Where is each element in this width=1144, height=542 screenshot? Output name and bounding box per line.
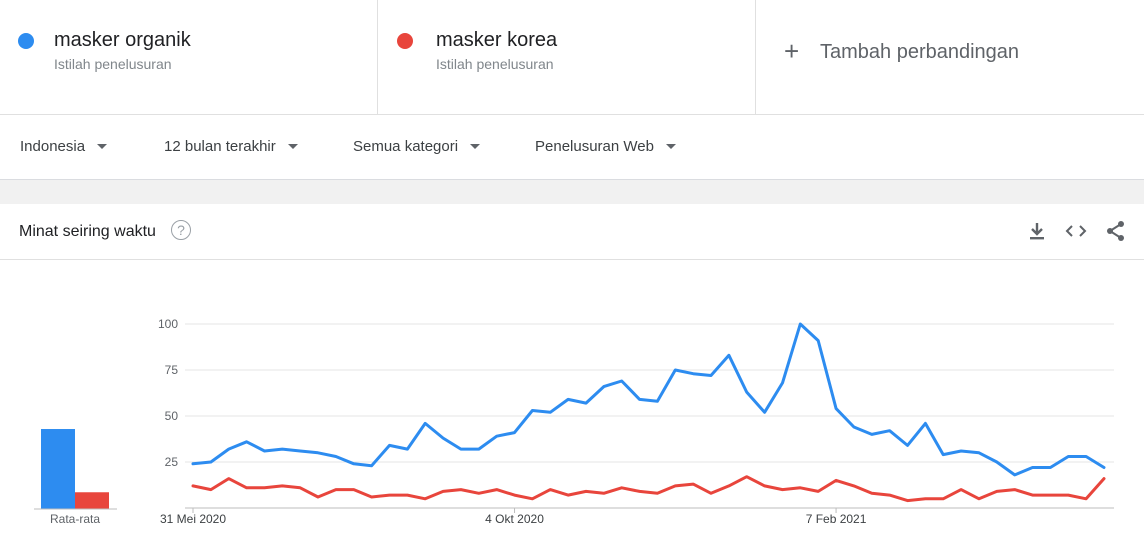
category-dropdown[interactable]: Semua kategori [353,138,481,155]
y-tick-label: 25 [165,455,179,469]
comparison-terms: masker organik Istilah penelusuran maske… [0,0,1144,115]
add-comparison-label: Tambah perbandingan [820,41,1020,63]
plus-icon: + [784,36,800,66]
add-comparison-button[interactable]: + Tambah perbandingan [756,0,1144,114]
embed-code-icon[interactable] [1063,218,1089,244]
download-icon[interactable] [1024,218,1050,244]
x-tick-label: 4 Okt 2020 [485,512,544,526]
caret-down-icon [287,144,298,149]
y-tick-label: 75 [165,363,179,377]
caret-down-icon [665,144,676,149]
term-name[interactable]: masker korea [436,29,558,51]
series-line[interactable] [191,475,1106,503]
caret-down-icon [97,144,108,149]
region-dropdown-label: Indonesia [20,138,86,155]
caret-down-icon [470,144,481,149]
interest-over-time-chart: 25 50 75 100 Rata-rata 31 Mei 2020 4 Okt 202… [34,317,1114,526]
card-header: Minat seiring waktu ? [0,204,1144,260]
x-tick-label: 31 Mei 2020 [160,512,226,526]
search-type-dropdown-label: Penelusuran Web [535,138,654,155]
region-dropdown[interactable]: Indonesia [20,138,108,155]
time-range-dropdown[interactable]: 12 bulan terakhir [164,138,298,155]
term-color-dot [18,33,34,49]
average-label: Rata-rata [50,512,100,526]
share-icon[interactable] [1103,218,1129,244]
card-title: Minat seiring waktu [19,223,156,240]
search-type-dropdown[interactable]: Penelusuran Web [535,138,676,155]
category-dropdown-label: Semua kategori [353,138,459,155]
term-card-masker-organik[interactable]: masker organik Istilah penelusuran [0,0,378,114]
average-bar[interactable] [41,429,75,509]
term-name[interactable]: masker organik [54,29,191,51]
term-card-masker-korea[interactable]: masker korea Istilah penelusuran [378,0,756,114]
average-bar[interactable] [75,492,109,509]
term-type: Istilah penelusuran [436,56,554,72]
series-line[interactable] [191,322,1106,477]
x-tick-label: 7 Feb 2021 [806,512,867,526]
y-tick-label: 100 [158,317,178,331]
time-range-dropdown-label: 12 bulan terakhir [164,138,276,155]
filter-bar: Indonesia 12 bulan terakhir Semua katego… [0,115,1144,179]
term-color-dot [397,33,413,49]
y-tick-label: 50 [165,409,179,423]
help-icon[interactable]: ? [171,220,191,240]
term-type: Istilah penelusuran [54,56,172,72]
section-divider [0,179,1144,204]
